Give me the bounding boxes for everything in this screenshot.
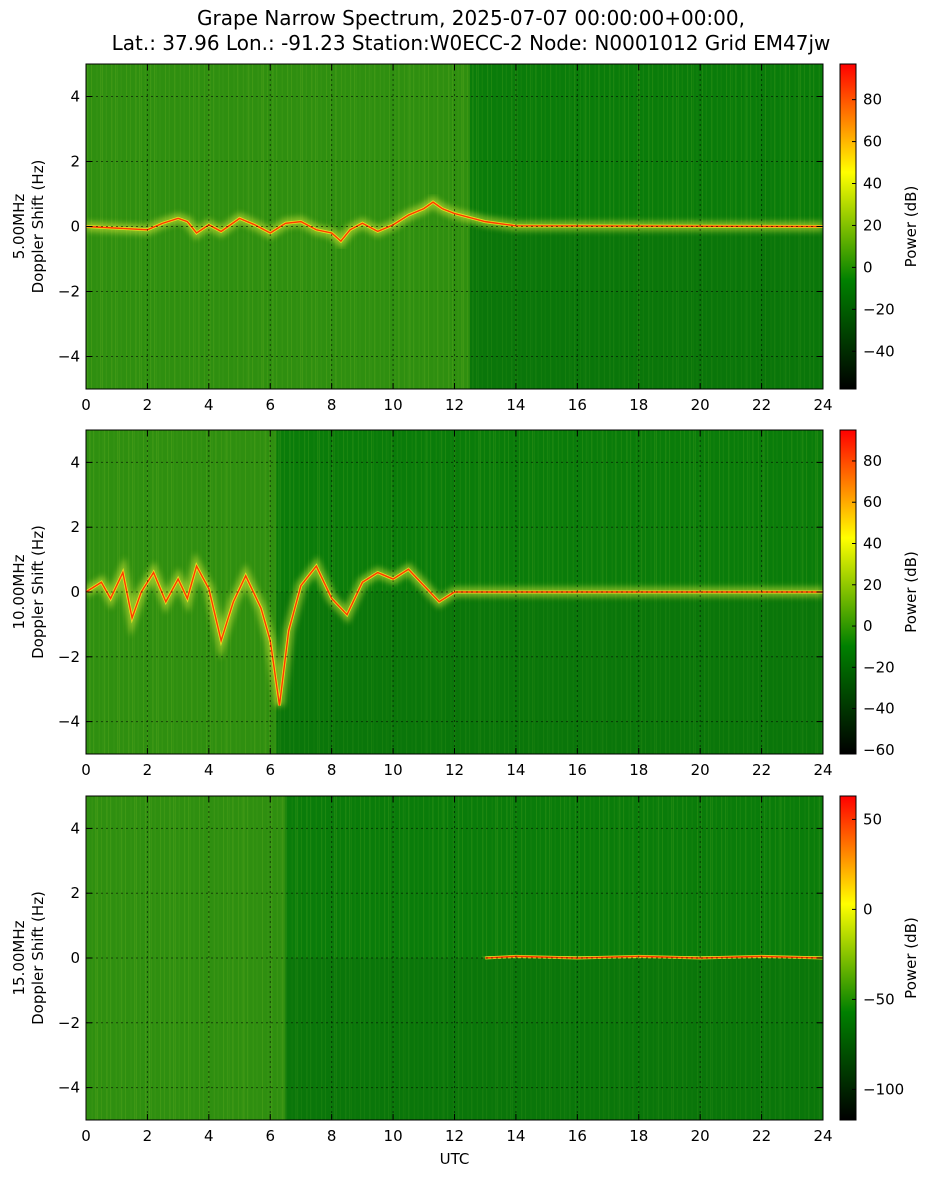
x-tick-label: 8 xyxy=(327,396,337,414)
daytime-band xyxy=(86,796,286,1120)
colorbar-tick-label: 80 xyxy=(863,452,882,470)
lower-region xyxy=(469,226,823,389)
x-tick-label: 0 xyxy=(81,761,91,779)
y-tick-label: 4 xyxy=(70,88,80,106)
colorbar-tick-label: 40 xyxy=(863,535,882,553)
x-tick-label: 18 xyxy=(629,1127,648,1145)
colorbar-tick-label: 60 xyxy=(863,133,882,151)
carrier-trace-peak xyxy=(86,201,823,243)
y-tick-label: −2 xyxy=(58,648,80,666)
x-tick-label: 6 xyxy=(265,761,275,779)
x-tick-label: 22 xyxy=(752,1127,771,1145)
x-tick-label: 10 xyxy=(384,1127,403,1145)
x-tick-label: 14 xyxy=(506,1127,525,1145)
chart-title-line-1: Grape Narrow Spectrum, 2025-07-07 00:00:… xyxy=(197,6,745,30)
colorbar xyxy=(839,63,857,390)
colorbar-tick-label: 0 xyxy=(863,617,873,635)
x-axis-label: UTC xyxy=(440,1150,470,1168)
panel-1: 0 2 4 6 8 10 12 14 16 18 20 22 24−4−20245.00MHzDoppl… xyxy=(10,63,920,414)
x-tick-label: 22 xyxy=(752,396,771,414)
colorbar-label: Power (dB) xyxy=(902,551,920,633)
colorbar-tick-label: 0 xyxy=(863,900,873,918)
x-tick-label: 18 xyxy=(629,761,648,779)
x-tick-label: 18 xyxy=(629,396,648,414)
colorbar-label: Power (dB) xyxy=(902,186,920,268)
y-tick-label: 2 xyxy=(70,153,80,171)
colorbar-tick-label: −40 xyxy=(863,342,895,360)
x-tick-label: 16 xyxy=(568,1127,587,1145)
panel-3: 0 2 4 6 8 10 12 14 16 18 20 22 24−4−202415.00MHzDopp… xyxy=(10,795,920,1168)
y-axis-label: 5.00MHzDoppler Shift (Hz) xyxy=(10,160,47,294)
x-tick-label: 24 xyxy=(813,761,832,779)
y-tick-label: −2 xyxy=(58,283,80,301)
x-tick-label: 12 xyxy=(445,1127,464,1145)
x-tick-label: 8 xyxy=(327,1127,337,1145)
colorbar-tick-label: −20 xyxy=(863,300,895,318)
x-tick-label: 4 xyxy=(204,761,214,779)
x-tick-label: 2 xyxy=(143,396,153,414)
x-tick-label: 4 xyxy=(204,396,214,414)
y-tick-label: 0 xyxy=(70,218,80,236)
colorbar-tick-label: 40 xyxy=(863,175,882,193)
x-tick-label: 22 xyxy=(752,761,771,779)
chart-title-line-2: Lat.: 37.96 Lon.: -91.23 Station:W0ECC-2… xyxy=(111,31,831,55)
panel-2: 0 2 4 6 8 10 12 14 16 18 20 22 24−4−202410.00MHzDopp… xyxy=(10,429,920,779)
colorbar-tick-label: −40 xyxy=(863,700,895,718)
colorbar xyxy=(839,795,857,1121)
heatmap-texture xyxy=(86,430,823,754)
y-tick-label: −2 xyxy=(58,1014,80,1032)
colorbar-tick-label: 20 xyxy=(863,216,882,234)
colorbar xyxy=(839,429,857,755)
x-tick-label: 16 xyxy=(568,761,587,779)
y-tick-label: 2 xyxy=(70,518,80,536)
y-tick-label: 0 xyxy=(70,583,80,601)
y-tick-label: −4 xyxy=(58,1079,80,1097)
y-tick-label: 0 xyxy=(70,949,80,967)
x-tick-label: 8 xyxy=(327,761,337,779)
heatmap-texture xyxy=(86,64,823,389)
colorbar-tick-label: 80 xyxy=(863,91,882,109)
x-tick-label: 20 xyxy=(691,1127,710,1145)
y-tick-label: 4 xyxy=(70,453,80,471)
x-tick-label: 4 xyxy=(204,1127,214,1145)
y-tick-label: 2 xyxy=(70,884,80,902)
x-tick-label: 6 xyxy=(265,396,275,414)
colorbar-tick-label: 0 xyxy=(863,258,873,276)
x-tick-label: 14 xyxy=(506,396,525,414)
x-tick-label: 12 xyxy=(445,396,464,414)
x-tick-label: 2 xyxy=(143,1127,153,1145)
colorbar-label: Power (dB) xyxy=(902,917,920,999)
colorbar-tick-label: 60 xyxy=(863,493,882,511)
x-tick-label: 0 xyxy=(81,1127,91,1145)
x-tick-label: 6 xyxy=(265,1127,275,1145)
x-tick-label: 10 xyxy=(384,761,403,779)
y-tick-label: 4 xyxy=(70,819,80,837)
colorbar-tick-label: 50 xyxy=(863,810,882,828)
colorbar-tick-label: 20 xyxy=(863,576,882,594)
lower-region xyxy=(276,592,823,754)
x-tick-label: 16 xyxy=(568,396,587,414)
x-tick-label: 10 xyxy=(384,396,403,414)
y-tick-label: −4 xyxy=(58,713,80,731)
x-tick-label: 2 xyxy=(143,761,153,779)
x-tick-label: 14 xyxy=(506,761,525,779)
x-tick-label: 24 xyxy=(813,396,832,414)
x-tick-label: 0 xyxy=(81,396,91,414)
x-tick-label: 24 xyxy=(813,1127,832,1145)
y-tick-label: −4 xyxy=(58,348,80,366)
x-tick-label: 20 xyxy=(691,761,710,779)
colorbar-tick-label: −60 xyxy=(863,741,895,759)
x-tick-label: 20 xyxy=(691,396,710,414)
y-axis-label: 15.00MHzDoppler Shift (Hz) xyxy=(10,891,47,1025)
lower-region xyxy=(285,958,823,1120)
colorbar-tick-label: −20 xyxy=(863,658,895,676)
y-axis-label: 10.00MHzDoppler Shift (Hz) xyxy=(10,525,47,659)
x-tick-label: 12 xyxy=(445,761,464,779)
colorbar-tick-label: −50 xyxy=(863,990,895,1008)
colorbar-tick-label: −100 xyxy=(863,1080,904,1098)
